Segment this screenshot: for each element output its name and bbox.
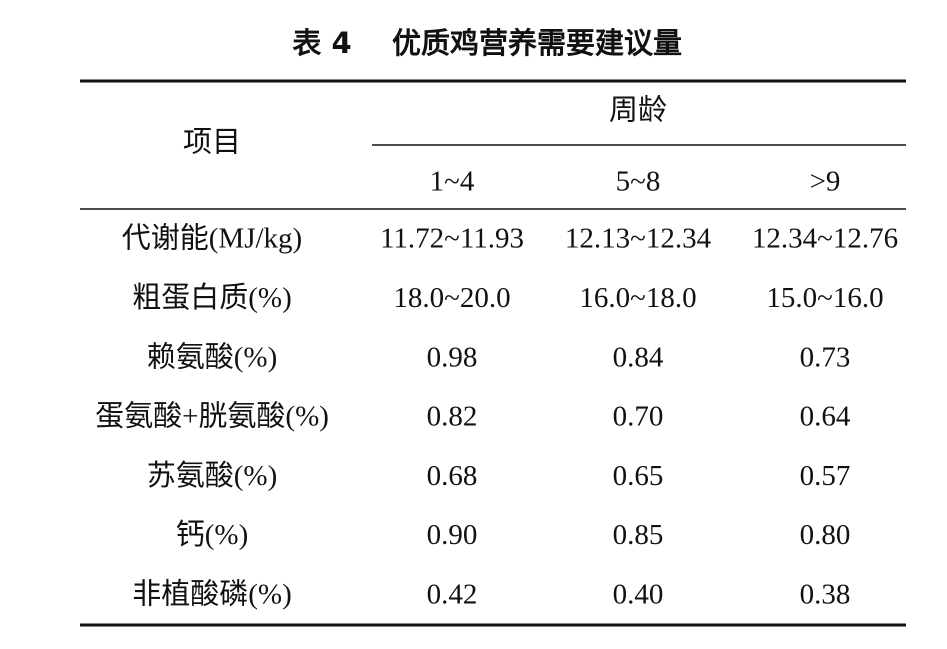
cell: 0.90 bbox=[427, 519, 478, 551]
cell: 0.42 bbox=[427, 578, 478, 610]
cell: 15.0~16.0 bbox=[766, 282, 883, 314]
cell: 0.64 bbox=[800, 401, 851, 433]
header-item: 项目 bbox=[183, 127, 241, 159]
cell: 16.0~18.0 bbox=[579, 282, 696, 314]
row-label: 苏氨酸(%) bbox=[147, 459, 277, 492]
cell: 0.98 bbox=[427, 341, 478, 373]
cell: 11.72~11.93 bbox=[380, 223, 524, 255]
row-label: 蛋氨酸+胱氨酸(%) bbox=[95, 400, 329, 433]
cell: 0.57 bbox=[800, 460, 851, 492]
cell: 12.34~12.76 bbox=[752, 223, 898, 255]
cell: 0.85 bbox=[613, 519, 664, 551]
table-label: 表 4 bbox=[292, 26, 351, 60]
column-header: 1~4 bbox=[430, 166, 475, 198]
cell: 0.73 bbox=[800, 341, 851, 373]
cell: 0.38 bbox=[800, 578, 851, 610]
cell: 0.80 bbox=[800, 519, 851, 551]
row-label: 非植酸磷(%) bbox=[132, 577, 291, 610]
table-title: 优质鸡营养需要建议量 bbox=[392, 26, 682, 60]
cell: 0.84 bbox=[613, 341, 664, 373]
row-label: 粗蛋白质(%) bbox=[132, 281, 291, 314]
header-group: 周龄 bbox=[609, 94, 667, 127]
cell: 0.68 bbox=[427, 460, 478, 492]
row-label: 钙(%) bbox=[176, 518, 248, 551]
cell: 0.82 bbox=[427, 401, 478, 433]
cell: 0.70 bbox=[613, 401, 664, 433]
column-header: 5~8 bbox=[616, 166, 661, 198]
cell: 0.40 bbox=[613, 578, 664, 610]
row-label: 赖氨酸(%) bbox=[147, 340, 277, 373]
column-header: >9 bbox=[810, 166, 841, 198]
cell: 0.65 bbox=[613, 460, 664, 492]
cell: 18.0~20.0 bbox=[393, 282, 510, 314]
cell: 12.13~12.34 bbox=[565, 223, 712, 255]
row-label: 代谢能(MJ/kg) bbox=[122, 222, 302, 255]
